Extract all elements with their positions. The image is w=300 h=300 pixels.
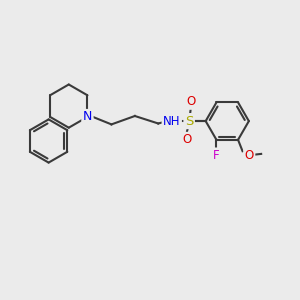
- Text: N: N: [83, 110, 92, 123]
- Text: F: F: [213, 149, 220, 162]
- Text: O: O: [186, 95, 195, 108]
- Text: O: O: [245, 149, 254, 162]
- Text: NH: NH: [163, 115, 181, 128]
- Text: S: S: [185, 115, 193, 128]
- Text: O: O: [182, 133, 191, 146]
